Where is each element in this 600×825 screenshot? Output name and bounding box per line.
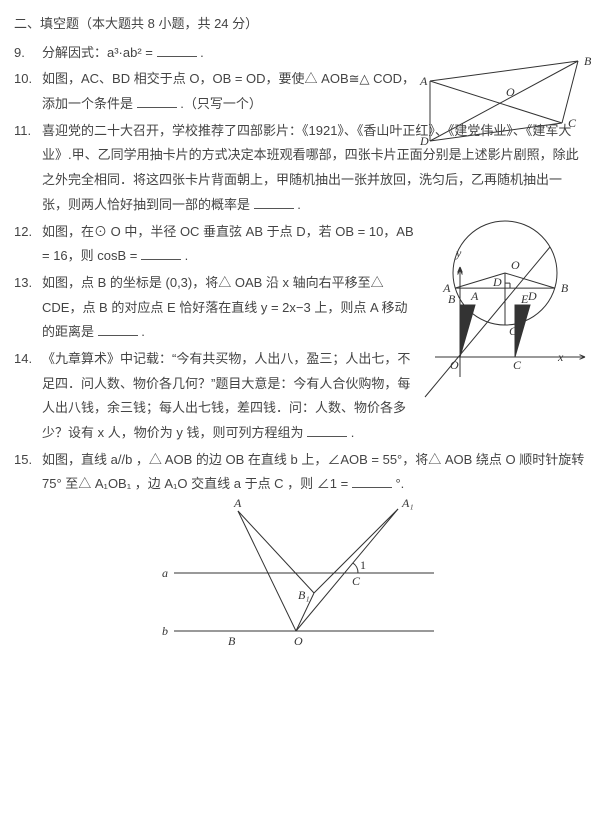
q10-blank [137,95,177,108]
svg-text:A: A [233,496,242,510]
question-14: 14. 《九章算术》中记载：“今有共买物，人出八，盈三；人出七，不足四．问人数、… [14,347,586,446]
svg-text:B: B [584,54,592,68]
q14-text-a: 《九章算术》中记载：“今有共买物，人出八，盈三；人出七，不足四．问人数、物价各几… [42,351,410,440]
question-11: 11. 喜迎党的二十大召开，学校推荐了四部影片：《1921》、《香山叶正红》、《… [14,119,586,218]
q15-figure: 1OBAB₁A₁Cab [174,501,454,651]
q13-number: 13. [14,271,42,296]
q12-text-b: . [185,248,189,263]
q9-blank [157,44,197,57]
q14-blank [307,424,347,437]
q12-text-a: 如图，在⊙ O 中，半径 OC 垂直弦 AB 于点 D，若 OB = 10，AB… [42,224,414,264]
q14-number: 14. [14,347,42,372]
q12-number: 12. [14,220,42,245]
q11-text-a: 喜迎党的二十大召开，学校推荐了四部影片：《1921》、《香山叶正红》、《建党伟业… [42,123,579,212]
svg-text:D: D [527,289,537,303]
svg-text:B: B [228,634,236,648]
q11-blank [254,196,294,209]
svg-text:1: 1 [360,558,366,572]
svg-text:a: a [162,566,168,580]
question-13: 13. 如图，点 B 的坐标是 (0,3)，将△ OAB 沿 x 轴向右平移至△… [14,271,586,345]
q11-text-b: . [297,197,301,212]
svg-text:B: B [448,292,456,306]
svg-text:y: y [455,246,462,260]
svg-text:O: O [506,85,515,99]
question-12: 12. 如图，在⊙ O 中，半径 OC 垂直弦 AB 于点 D，若 OB = 1… [14,220,586,269]
svg-text:A: A [419,74,428,88]
q10-number: 10. [14,67,42,92]
q14-text-b: . [351,425,355,440]
svg-text:C: C [352,574,361,588]
q12-blank [141,248,181,261]
q10-text-b: .（只写一个） [180,96,262,111]
q9-number: 9. [14,41,42,66]
svg-text:b: b [162,624,168,638]
svg-text:E: E [520,292,529,306]
q9-text-b: . [200,45,204,60]
svg-text:A₁: A₁ [401,496,414,510]
question-15: 15. 如图，直线 a//b ，△ AOB 的边 OB 在直线 b 上，∠AOB… [14,448,586,660]
q15-text-a: 如图，直线 a//b ，△ AOB 的边 OB 在直线 b 上，∠AOB = 5… [42,452,584,492]
section-header: 二、填空题（本大题共 8 小题，共 24 分） [14,12,586,37]
q13-text-b: . [141,324,145,339]
svg-text:B₁: B₁ [298,588,310,602]
q9-text-a: 分解因式：a³·ab² = [42,45,153,60]
svg-text:O: O [294,634,303,648]
q15-text-b: °. [395,476,404,491]
q11-number: 11. [14,119,42,144]
svg-text:A: A [470,289,479,303]
q15-number: 15. [14,448,42,473]
q15-blank [352,476,392,489]
question-10: 10. 如图，AC、BD 相交于点 O，OB = OD，要使△ AOB≅△ CO… [14,67,586,116]
q13-blank [98,324,138,337]
